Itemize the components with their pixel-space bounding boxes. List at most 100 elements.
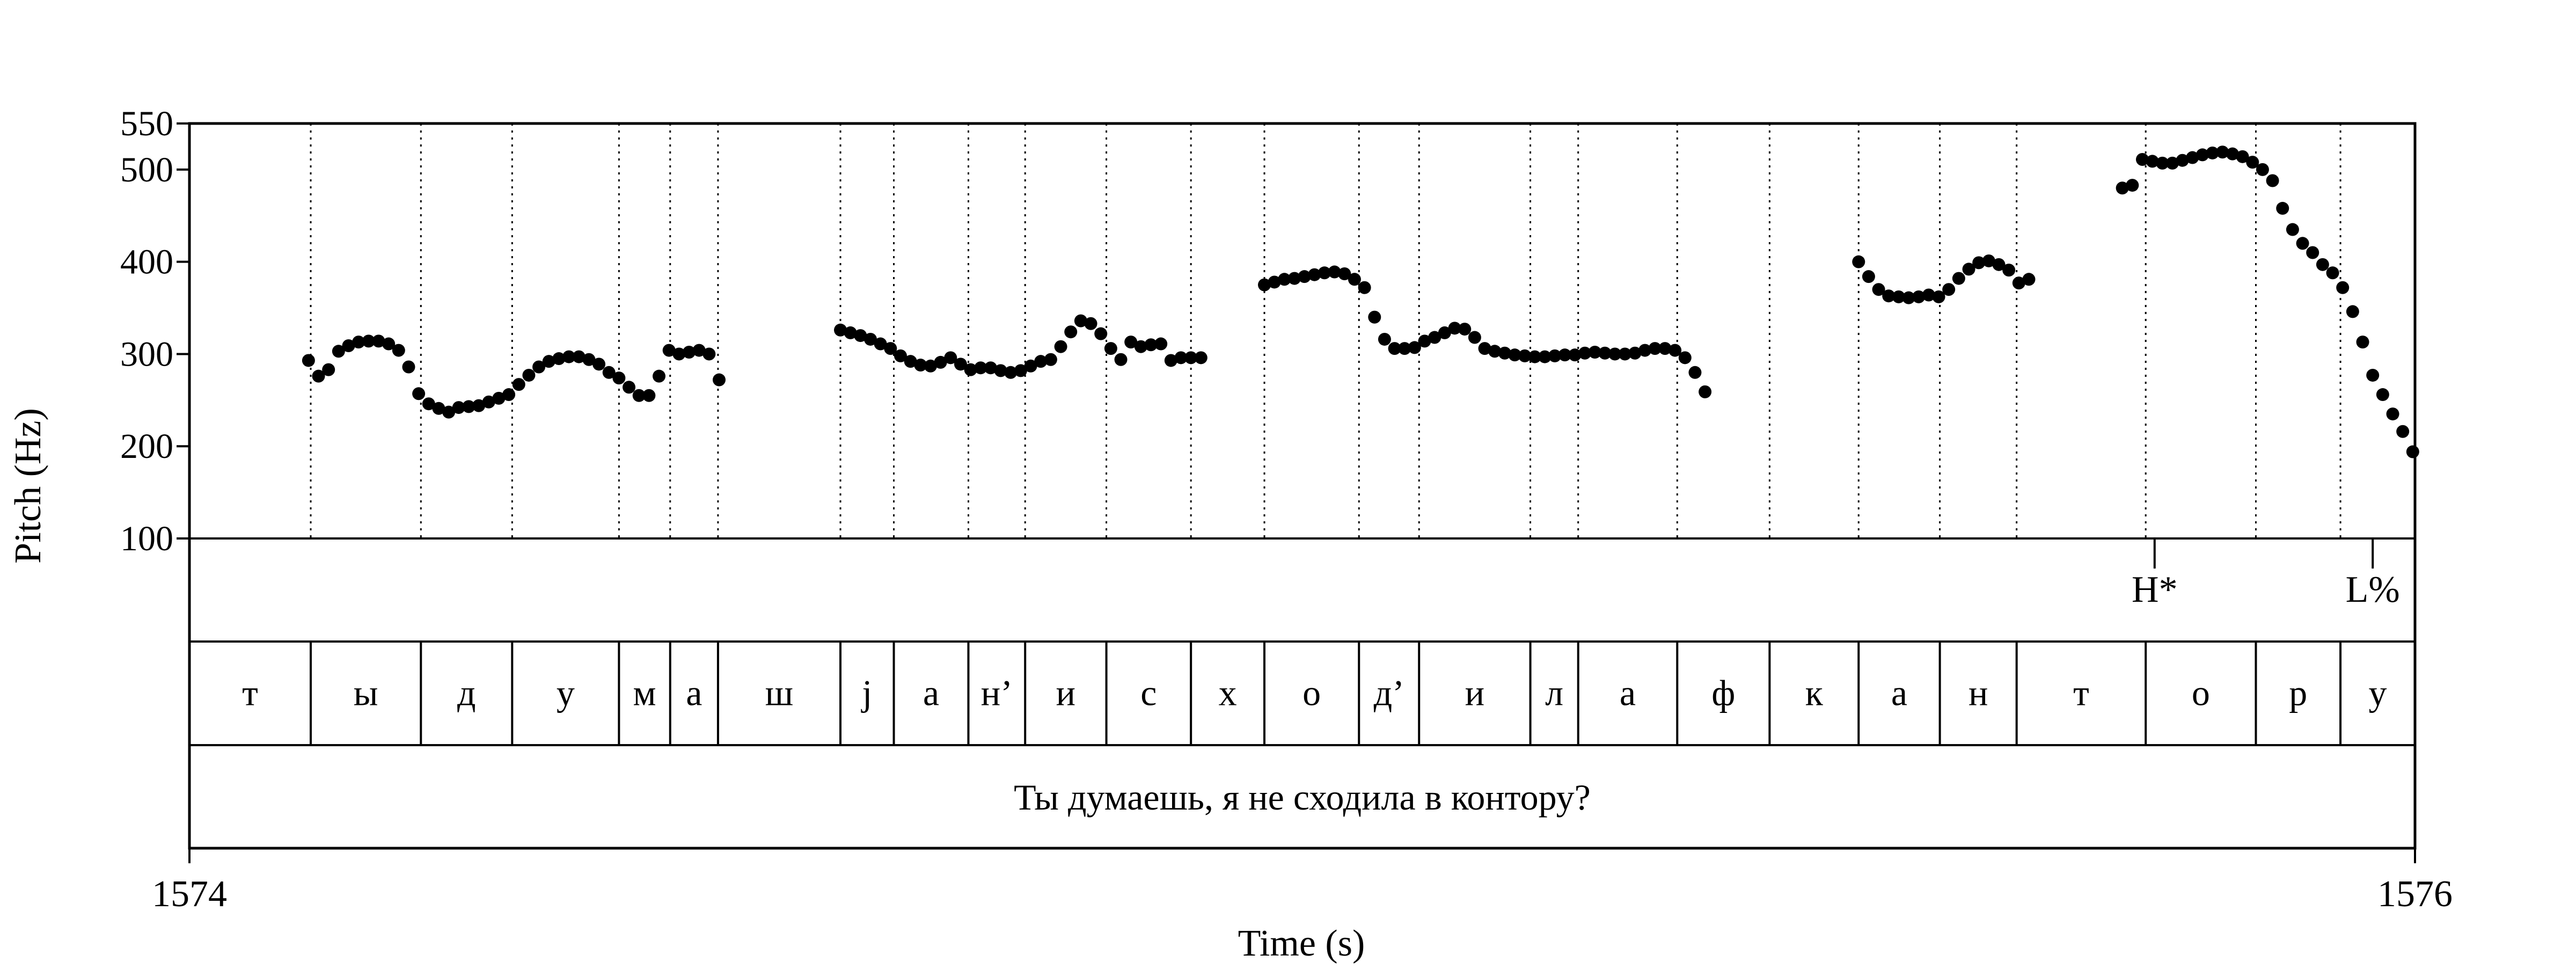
pitch-point: [642, 389, 656, 402]
segment-label: н: [1968, 673, 1988, 713]
pitch-point: [1298, 270, 1311, 283]
pitch-point: [1378, 332, 1391, 346]
pitch-point: [542, 355, 555, 368]
pitch-point: [2206, 146, 2219, 159]
pitch-point: [1358, 281, 1371, 294]
pitch-point: [1154, 337, 1168, 351]
pitch-point: [2002, 264, 2016, 277]
pitch-point: [1488, 345, 1502, 358]
pitch-point: [1548, 349, 1562, 362]
y-axis-label: Pitch (Hz): [8, 408, 49, 564]
y-tick-label: 400: [120, 243, 173, 282]
annotation-tiers: т ы д у м а ш j а н’ и с х о д’ и л а ф к а н т о р уH* L%Ты думае…: [242, 538, 2400, 818]
pitch-point: [432, 402, 445, 415]
pitch-point: [2296, 237, 2309, 250]
pitch-point: [623, 381, 636, 394]
pitch-point: [1892, 290, 1905, 303]
pitch-point: [1882, 289, 1896, 303]
pitch-point: [1458, 323, 1472, 336]
pitch-point: [2256, 163, 2269, 176]
pitch-point: [1014, 364, 1027, 377]
pitch-point: [2246, 156, 2259, 169]
segment-label: ш: [765, 673, 793, 713]
pitch-point: [522, 368, 536, 382]
pitch-point: [1368, 310, 1381, 324]
x-axis: 1574 1576: [152, 848, 2453, 915]
pitch-point: [1024, 359, 1037, 373]
pitch-point: [2135, 152, 2149, 166]
pitch-point: [1124, 336, 1138, 349]
pitch-point: [844, 326, 857, 339]
pitch-point: [1648, 342, 1662, 355]
pitch-point: [2022, 273, 2036, 286]
pitch-point: [412, 387, 426, 400]
plot-frame: [188, 122, 2417, 850]
pitch-point: [874, 337, 887, 351]
pitch-point: [934, 355, 947, 369]
pitch-point: [944, 351, 957, 365]
pitch-point: [1348, 273, 1361, 286]
pitch-point: [1398, 342, 1411, 355]
segment-label: и: [1056, 673, 1075, 713]
pitch-point: [1164, 354, 1177, 367]
pitch-point: [1638, 344, 1652, 357]
pitch-point: [1287, 272, 1301, 285]
pitch-point: [1194, 351, 1208, 365]
pitch-point: [1628, 346, 1642, 360]
pitch-point: [2146, 155, 2159, 168]
pitch-point: [392, 344, 405, 357]
segment-label: ф: [1711, 673, 1735, 713]
pitch-point: [312, 369, 325, 383]
segment-label: м: [633, 673, 656, 713]
pitch-point: [2346, 305, 2359, 318]
pitch-point: [1328, 265, 1341, 279]
pitch-point: [1872, 283, 1885, 296]
pitch-point: [904, 355, 917, 368]
pitch-point: [1134, 340, 1147, 353]
pitch-point: [2266, 174, 2279, 187]
pitch-point: [462, 400, 475, 413]
pitch-point: [1094, 327, 1108, 340]
pitch-point: [472, 399, 486, 412]
pitch-point: [532, 360, 546, 374]
pitch-point: [1428, 331, 1441, 344]
pitch-point: [1658, 342, 1672, 355]
x-tick-label: 1574: [152, 873, 227, 915]
pitch-point: [1578, 346, 1592, 360]
segment-label: л: [1545, 673, 1563, 713]
tone-label: H*: [2132, 569, 2178, 610]
pitch-point: [1598, 346, 1612, 360]
pitch-point: [302, 354, 315, 367]
pitch-point: [372, 334, 385, 348]
pitch-point: [884, 342, 897, 355]
pitch-point: [1388, 342, 1401, 355]
pitch-point: [1104, 342, 1117, 355]
pitch-point: [1932, 290, 1945, 303]
pitch-point: [712, 373, 726, 387]
segment-label: т: [242, 673, 258, 713]
pitch-point: [1699, 385, 1712, 398]
segment-label: у: [557, 673, 575, 713]
pitch-point: [914, 359, 927, 372]
pitch-point: [964, 363, 977, 376]
pitch-point: [2156, 156, 2169, 170]
segment-label: д’: [1374, 673, 1404, 713]
y-tick-label: 550: [120, 104, 173, 143]
pitch-point: [592, 358, 606, 371]
pitch-point: [1084, 317, 1097, 330]
segment-label: а: [1891, 673, 1907, 713]
pitch-point: [2126, 179, 2139, 192]
pitch-point: [994, 364, 1007, 377]
pitch-point: [1982, 254, 1995, 267]
pitch-point: [1568, 348, 1582, 362]
pitch-point: [1992, 258, 2006, 271]
pitch-point: [1258, 278, 1271, 292]
pitch-point: [422, 397, 435, 411]
pitch-point: [672, 347, 686, 361]
pitch-point: [2186, 151, 2199, 164]
pitch-point: [863, 332, 877, 346]
pitch-point: [2376, 388, 2389, 402]
pitch-point: [1044, 353, 1057, 366]
pitch-point: [1668, 344, 1682, 357]
